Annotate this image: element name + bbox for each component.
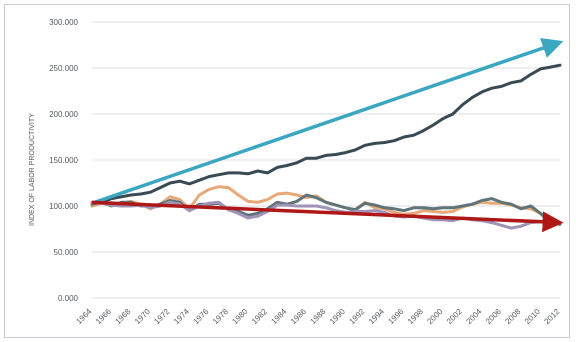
y-tick-labels: 0.000 50.000 100.000 150.000 200.000 250.000 3…	[49, 18, 78, 303]
x-tick-label: 1966	[94, 307, 113, 326]
x-tick-label: 1980	[230, 307, 249, 326]
x-tick-label: 1978	[211, 307, 230, 326]
x-tick-label: 1974	[172, 307, 191, 326]
series-line-3	[90, 193, 562, 226]
x-tick-label: 2000	[425, 307, 444, 326]
y-tick-label: 250.000	[49, 64, 78, 73]
x-tick-label: 2008	[503, 307, 522, 326]
x-tick-label: 1982	[250, 307, 269, 326]
x-tick-label: 2002	[445, 307, 464, 326]
x-tick-label: 1976	[191, 307, 210, 326]
chart-frame	[4, 4, 570, 338]
x-tick-label: 2012	[542, 307, 561, 326]
x-tick-label: 1992	[347, 307, 366, 326]
x-tick-labels: 1964 1966 1968 1970 1972 1974 1976 1978 1980 1982…	[74, 307, 561, 326]
x-tick-label: 1970	[133, 307, 152, 326]
gridlines	[92, 21, 560, 299]
x-tick-label: 1964	[74, 307, 93, 326]
y-tick-label: 100.000	[49, 202, 78, 211]
y-tick-label: 150.000	[49, 156, 78, 165]
downward-trend-arrow	[91, 200, 564, 233]
x-tick-label: 2010	[523, 307, 542, 326]
x-tick-label: 1990	[328, 307, 347, 326]
x-tick-label: 1968	[113, 307, 132, 326]
x-tick-label: 1996	[386, 307, 405, 326]
x-tick-label: 1988	[308, 307, 327, 326]
series-lines	[90, 63, 562, 230]
x-tick-label: 1994	[367, 307, 386, 326]
series-line-1	[90, 63, 562, 208]
y-tick-label: 0.000	[58, 294, 79, 303]
x-tick-label: 1986	[289, 307, 308, 326]
x-tick-label: 1998	[406, 307, 425, 326]
upward-trend-arrow	[91, 38, 564, 205]
y-tick-label: 300.000	[49, 18, 78, 27]
x-tick-label: 2004	[464, 307, 483, 326]
x-tick-label: 1972	[152, 307, 171, 326]
y-tick-label: 50.000	[54, 248, 79, 257]
y-axis-label: INDEX OF LABOR PRODUCTIVITY	[29, 113, 36, 226]
x-tick-label: 1984	[269, 307, 288, 326]
trend-arrows	[91, 38, 564, 233]
y-tick-label: 200.000	[49, 110, 78, 119]
x-tick-label: 2006	[484, 307, 503, 326]
